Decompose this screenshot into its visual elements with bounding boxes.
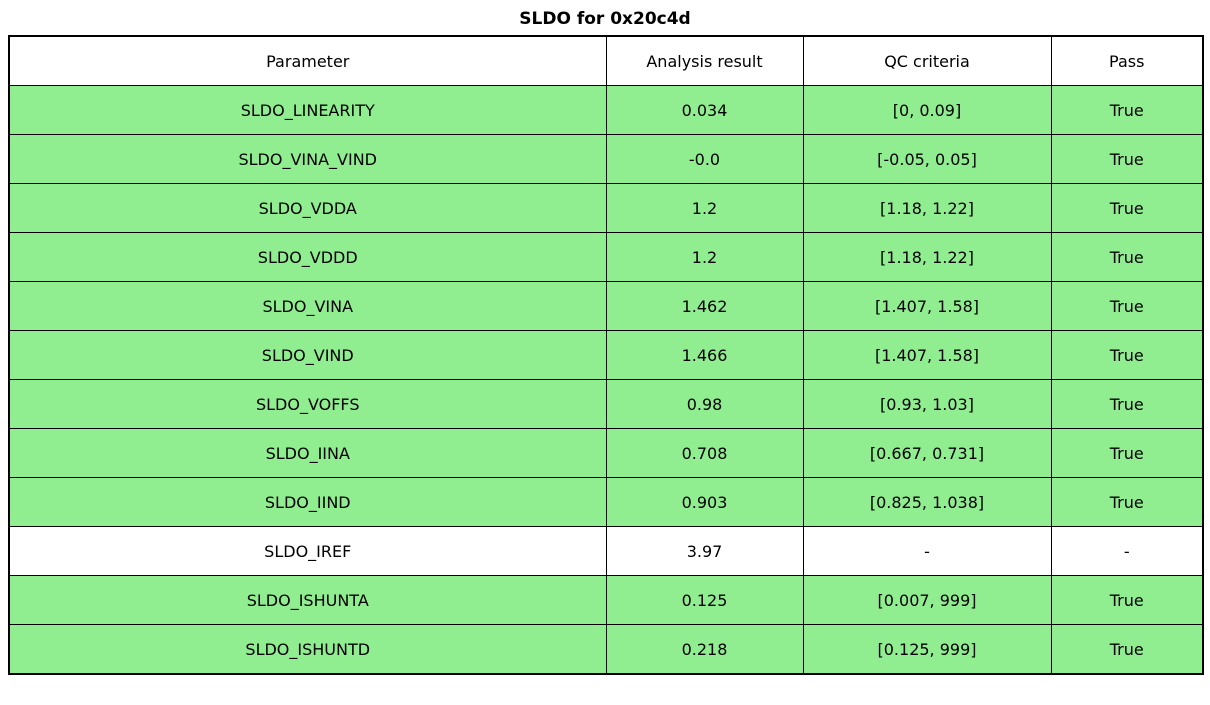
qc-criteria-cell: [0, 0.09] — [802, 85, 1052, 135]
analysis-result-cell: 1.462 — [605, 281, 804, 331]
analysis-result-cell: 1.2 — [605, 183, 804, 233]
qc-criteria-cell: - — [802, 526, 1052, 576]
qc-criteria-cell: [1.18, 1.22] — [802, 183, 1052, 233]
analysis-result-cell: 0.125 — [605, 575, 804, 625]
analysis-result-cell: 0.218 — [605, 624, 804, 675]
analysis-result-cell: 3.97 — [605, 526, 804, 576]
analysis-result-cell: 1.2 — [605, 232, 804, 282]
pass-cell: - — [1050, 526, 1204, 576]
qc-criteria-cell: [0.667, 0.731] — [802, 428, 1052, 478]
page-title: SLDO for 0x20c4d — [519, 9, 691, 29]
table-row: SLDO_ISHUNTA 0.125 [0.007, 999] True — [8, 575, 1204, 625]
parameter-cell: SLDO_VOFFS — [8, 379, 607, 429]
pass-cell: True — [1050, 624, 1204, 675]
analysis-result-cell: -0.0 — [605, 134, 804, 184]
column-header-analysis-result: Analysis result — [605, 35, 804, 86]
qc-criteria-cell: [0.007, 999] — [802, 575, 1052, 625]
table-row: SLDO_IINA 0.708 [0.667, 0.731] True — [8, 428, 1204, 478]
table-row: SLDO_IIND 0.903 [0.825, 1.038] True — [8, 477, 1204, 527]
parameter-cell: SLDO_ISHUNTA — [8, 575, 607, 625]
qc-criteria-cell: [1.407, 1.58] — [802, 281, 1052, 331]
parameter-cell: SLDO_IINA — [8, 428, 607, 478]
qc-results-table: Parameter Analysis result QC criteria Pa… — [8, 35, 1204, 675]
column-header-pass: Pass — [1050, 35, 1204, 86]
pass-cell: True — [1050, 428, 1204, 478]
parameter-cell: SLDO_IREF — [8, 526, 607, 576]
parameter-cell: SLDO_IIND — [8, 477, 607, 527]
pass-cell: True — [1050, 232, 1204, 282]
qc-criteria-cell: [0.825, 1.038] — [802, 477, 1052, 527]
parameter-cell: SLDO_ISHUNTD — [8, 624, 607, 675]
pass-cell: True — [1050, 379, 1204, 429]
qc-criteria-cell: [-0.05, 0.05] — [802, 134, 1052, 184]
table-header-row: Parameter Analysis result QC criteria Pa… — [8, 35, 1204, 86]
qc-criteria-cell: [0.93, 1.03] — [802, 379, 1052, 429]
pass-cell: True — [1050, 330, 1204, 380]
table-row: SLDO_IREF 3.97- - — [8, 526, 1204, 576]
pass-cell: True — [1050, 85, 1204, 135]
qc-criteria-cell: [1.18, 1.22] — [802, 232, 1052, 282]
pass-cell: True — [1050, 134, 1204, 184]
table-row: SLDO_VIND 1.466 [1.407, 1.58] True — [8, 330, 1204, 380]
pass-cell: True — [1050, 477, 1204, 527]
qc-criteria-cell: [0.125, 999] — [802, 624, 1052, 675]
qc-criteria-cell: [1.407, 1.58] — [802, 330, 1052, 380]
analysis-result-cell: 0.034 — [605, 85, 804, 135]
table-row: SLDO_LINEARITY 0.034 [0, 0.09] True — [8, 85, 1204, 135]
column-header-parameter: Parameter — [8, 35, 607, 86]
pass-cell: True — [1050, 281, 1204, 331]
column-header-qc-criteria: QC criteria — [802, 35, 1052, 86]
analysis-result-cell: 0.903 — [605, 477, 804, 527]
parameter-cell: SLDO_LINEARITY — [8, 85, 607, 135]
table-row: SLDO_ISHUNTD 0.218 [0.125, 999] True — [8, 624, 1204, 675]
pass-cell: True — [1050, 575, 1204, 625]
parameter-cell: SLDO_VIND — [8, 330, 607, 380]
analysis-result-cell: 0.708 — [605, 428, 804, 478]
parameter-cell: SLDO_VINA — [8, 281, 607, 331]
analysis-result-cell: 0.98 — [605, 379, 804, 429]
table-row: SLDO_VDDD 1.2 [1.18, 1.22] True — [8, 232, 1204, 282]
parameter-cell: SLDO_VDDA — [8, 183, 607, 233]
table-row: SLDO_VOFFS 0.98 [0.93, 1.03] True — [8, 379, 1204, 429]
table-row: SLDO_VINA 1.462 [1.407, 1.58] True — [8, 281, 1204, 331]
parameter-cell: SLDO_VDDD — [8, 232, 607, 282]
table-row: SLDO_VDDA 1.2 [1.18, 1.22] True — [8, 183, 1204, 233]
pass-cell: True — [1050, 183, 1204, 233]
parameter-cell: SLDO_VINA_VIND — [8, 134, 607, 184]
analysis-result-cell: 1.466 — [605, 330, 804, 380]
table-row: SLDO_VINA_VIND -0.0 [-0.05, 0.05] True — [8, 134, 1204, 184]
